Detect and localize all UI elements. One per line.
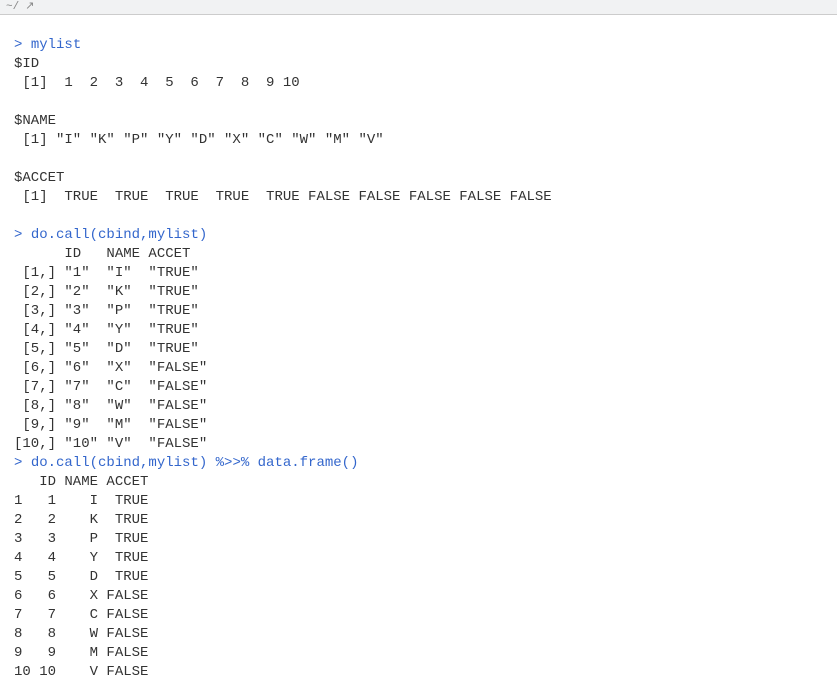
output-line: 7 7 C FALSE: [14, 607, 148, 623]
output-line: 9 9 M FALSE: [14, 645, 148, 661]
output-line: [4,] "4" "Y" "TRUE": [14, 322, 207, 338]
output-line: [8,] "8" "W" "FALSE": [14, 398, 207, 414]
prompt: >: [14, 227, 22, 243]
command-3: do.call(cbind,mylist) %>>% data.frame(): [31, 455, 359, 471]
output-line: [10,] "10" "V" "FALSE": [14, 436, 207, 452]
output-line: [1] TRUE TRUE TRUE TRUE TRUE FALSE FALSE…: [14, 189, 552, 205]
output-line: ID NAME ACCET: [14, 474, 148, 490]
prompt: >: [14, 37, 22, 53]
output-line: [9,] "9" "M" "FALSE": [14, 417, 207, 433]
prompt: >: [14, 455, 22, 471]
output-line: 4 4 Y TRUE: [14, 550, 148, 566]
output-line: [7,] "7" "C" "FALSE": [14, 379, 207, 395]
output-line: 5 5 D TRUE: [14, 569, 148, 585]
output-line: [3,] "3" "P" "TRUE": [14, 303, 207, 319]
popout-icon[interactable]: ↗: [25, 0, 34, 17]
output-line: 2 2 K TRUE: [14, 512, 148, 528]
output-line: $NAME: [14, 113, 56, 129]
output-line: 10 10 V FALSE: [14, 664, 148, 680]
working-dir: ~/: [6, 0, 19, 17]
r-console[interactable]: > mylist $ID [1] 1 2 3 4 5 6 7 8 9 10 $N…: [0, 15, 837, 682]
console-topbar: ~/ ↗: [0, 0, 837, 15]
output-line: 8 8 W FALSE: [14, 626, 148, 642]
command-1: mylist: [31, 37, 81, 53]
output-line: $ID: [14, 56, 39, 72]
command-2: do.call(cbind,mylist): [31, 227, 207, 243]
output-line: [1] "I" "K" "P" "Y" "D" "X" "C" "W" "M" …: [14, 132, 384, 148]
output-line: 6 6 X FALSE: [14, 588, 148, 604]
output-line: $ACCET: [14, 170, 64, 186]
output-line: [1] 1 2 3 4 5 6 7 8 9 10: [14, 75, 300, 91]
output-line: 1 1 I TRUE: [14, 493, 148, 509]
output-line: [1,] "1" "I" "TRUE": [14, 265, 207, 281]
output-line: ID NAME ACCET: [14, 246, 207, 262]
output-line: 3 3 P TRUE: [14, 531, 148, 547]
output-line: [5,] "5" "D" "TRUE": [14, 341, 207, 357]
output-line: [2,] "2" "K" "TRUE": [14, 284, 207, 300]
output-line: [6,] "6" "X" "FALSE": [14, 360, 207, 376]
